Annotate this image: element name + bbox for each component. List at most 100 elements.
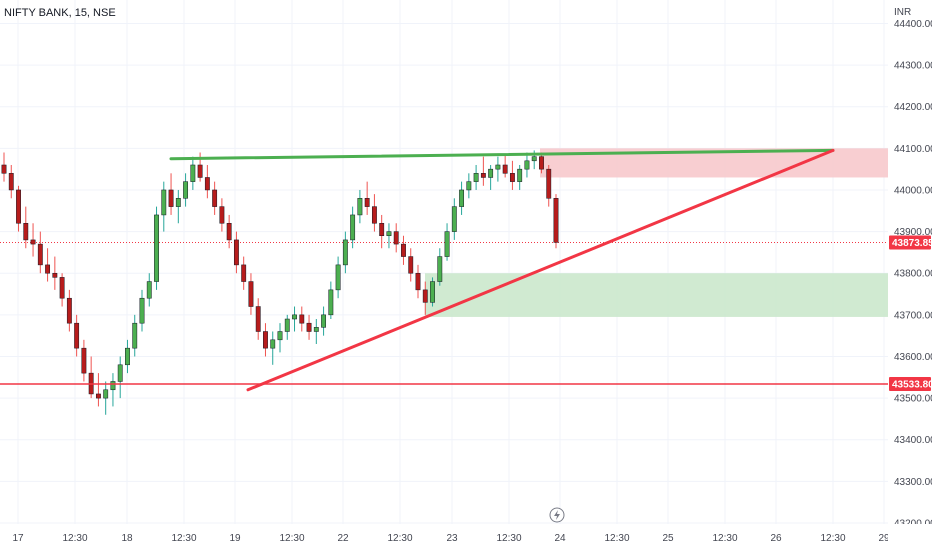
candle-body	[132, 322, 138, 349]
candle-body	[270, 339, 276, 349]
time-tick-label: 19	[229, 533, 241, 544]
candle-body	[52, 272, 58, 278]
candle-body	[292, 314, 297, 320]
time-tick-label: 29	[878, 533, 888, 544]
candle-body	[517, 168, 523, 182]
candle-body	[8, 173, 14, 191]
candle-body	[459, 189, 465, 207]
candle-body	[125, 347, 130, 366]
candle-body	[248, 281, 254, 307]
candle-body	[175, 198, 181, 207]
price-tick-label: 44000.00	[894, 185, 932, 196]
price-tick-label: 43500.00	[894, 394, 932, 405]
time-tick-label: 18	[121, 533, 133, 544]
time-tick-label: 12:30	[712, 533, 737, 544]
candle-body	[386, 231, 392, 237]
candle-body	[553, 198, 559, 243]
price-tick-label: 44200.00	[894, 102, 932, 113]
candle-body	[23, 223, 29, 241]
candle-body	[509, 173, 515, 182]
time-axis[interactable]: 17 12:30 18 12:30 19 12:30 22 12:30 23 12:30 24 12:…	[0, 524, 888, 550]
candle-body	[371, 206, 377, 224]
candle-body	[277, 331, 283, 341]
time-tick-label: 12:30	[387, 533, 412, 544]
candle-body	[204, 177, 210, 191]
candle-body	[212, 189, 218, 207]
time-tick-label: 23	[446, 533, 458, 544]
time-tick-label: 12:30	[171, 533, 196, 544]
candle-body	[299, 314, 305, 324]
price-tick-label: 43200.00	[894, 519, 932, 525]
candle-body	[219, 206, 225, 224]
candle-body	[284, 318, 290, 332]
candle-body	[328, 289, 334, 316]
candle-body	[74, 322, 80, 349]
candle-body	[190, 164, 196, 182]
lightning-icon-bolt	[554, 510, 560, 520]
candle-body	[313, 327, 319, 332]
price-axis[interactable]: 44400.00 44300.00 44200.00 44100.00 44000.00…	[888, 0, 932, 524]
candle-body	[488, 168, 494, 178]
candle-body	[422, 289, 428, 303]
time-tick-label: 12:30	[62, 533, 87, 544]
candle-body	[379, 223, 385, 237]
price-tick-label: 43400.00	[894, 435, 932, 446]
candle-body	[103, 389, 109, 399]
candle-body	[306, 322, 312, 332]
time-tick-label: 24	[554, 533, 566, 544]
candle-body	[197, 164, 203, 178]
candle-body	[45, 264, 51, 274]
candle-body	[161, 189, 167, 216]
candle-body	[263, 331, 268, 349]
price-tick-label: 43600.00	[894, 352, 932, 363]
support-price-tag	[889, 377, 931, 392]
candle-body	[524, 160, 530, 170]
candle-body	[183, 181, 189, 199]
time-tick-label: 12:30	[604, 533, 629, 544]
candle-body	[1, 164, 7, 174]
candle-body	[430, 281, 435, 303]
price-tick-label: 43800.00	[894, 269, 932, 280]
price-chart[interactable]	[0, 0, 888, 524]
candle-body	[451, 206, 457, 232]
candle-body	[408, 256, 414, 274]
candle-body	[364, 198, 370, 207]
candle-body	[255, 306, 261, 332]
trend-line	[246, 148, 835, 392]
current-price-tag	[889, 235, 931, 250]
candle-body	[81, 347, 87, 374]
time-tick-label: 12:30	[496, 533, 521, 544]
candle-body	[95, 393, 101, 399]
candle-body	[139, 297, 145, 324]
candle-body	[59, 277, 65, 299]
candle-body	[437, 256, 443, 282]
buy-zone	[425, 273, 888, 317]
candle-body	[401, 243, 406, 257]
candle-body	[350, 214, 356, 241]
candle-body	[480, 173, 486, 178]
candle-body	[335, 264, 341, 291]
candle-body	[37, 243, 43, 266]
candle-body	[66, 297, 72, 324]
candle-body	[146, 281, 152, 299]
time-tick-label: 12:30	[820, 533, 845, 544]
candle-body	[539, 156, 544, 170]
time-tick-label: 22	[337, 533, 349, 544]
candle-body	[495, 164, 501, 170]
time-tick-label: 25	[662, 533, 674, 544]
candle-body	[16, 189, 21, 224]
lightning-icon[interactable]	[549, 507, 565, 523]
price-tick-label: 43900.00	[894, 227, 932, 238]
price-tick-label: 44100.00	[894, 144, 932, 155]
candle-body	[342, 239, 348, 266]
candle-body	[321, 314, 327, 328]
current-price-tag-label: 43873.85	[892, 238, 932, 249]
time-tick-label: 12:30	[279, 533, 304, 544]
candle-body	[168, 189, 174, 207]
price-tick-label: 43700.00	[894, 310, 932, 321]
candle-body	[546, 168, 552, 199]
currency-label: INR	[894, 7, 912, 18]
candle-body	[393, 231, 399, 245]
candle-body	[357, 198, 363, 216]
